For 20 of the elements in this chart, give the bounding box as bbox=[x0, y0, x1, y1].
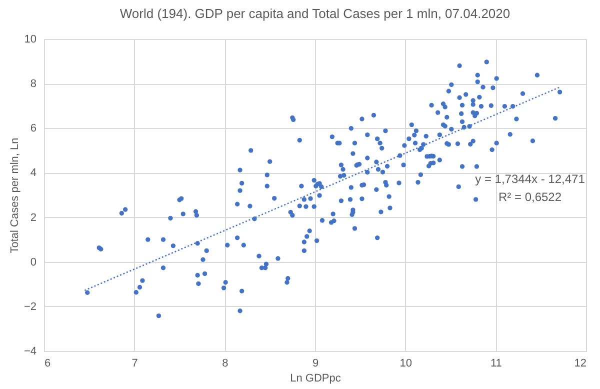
annotation: R² = 0,6522 bbox=[498, 190, 562, 204]
y-axis-title: Total Cases per mln, Ln bbox=[8, 138, 21, 254]
y-tick-label: 8 bbox=[30, 78, 36, 90]
y-tick-label: 4 bbox=[30, 167, 36, 180]
y-tick-label: 10 bbox=[24, 34, 36, 46]
chart-title: World (194). GDP per capita and Total Cases per 1 mln, 07.04.2020 bbox=[120, 6, 510, 21]
y-tick-label: −2 bbox=[24, 300, 36, 313]
y-tick-label: 2 bbox=[30, 212, 36, 224]
x-tick-label: 11 bbox=[490, 358, 502, 370]
x-tick-label: 6 bbox=[44, 358, 51, 370]
x-tick-label: 8 bbox=[222, 358, 228, 370]
x-tick-label: 12 bbox=[574, 358, 586, 370]
annotation: y = 1,7344x - 12,471 bbox=[475, 172, 586, 186]
x-tick-label: 7 bbox=[132, 358, 138, 370]
x-tick-label: 10 bbox=[400, 358, 412, 370]
y-tick-label: −4 bbox=[24, 346, 36, 358]
x-axis-title: Ln GDPpc bbox=[290, 372, 342, 384]
x-tick-label: 9 bbox=[312, 358, 319, 370]
y-tick-label: 0 bbox=[30, 256, 36, 268]
y-tick-label: 6 bbox=[30, 122, 36, 135]
